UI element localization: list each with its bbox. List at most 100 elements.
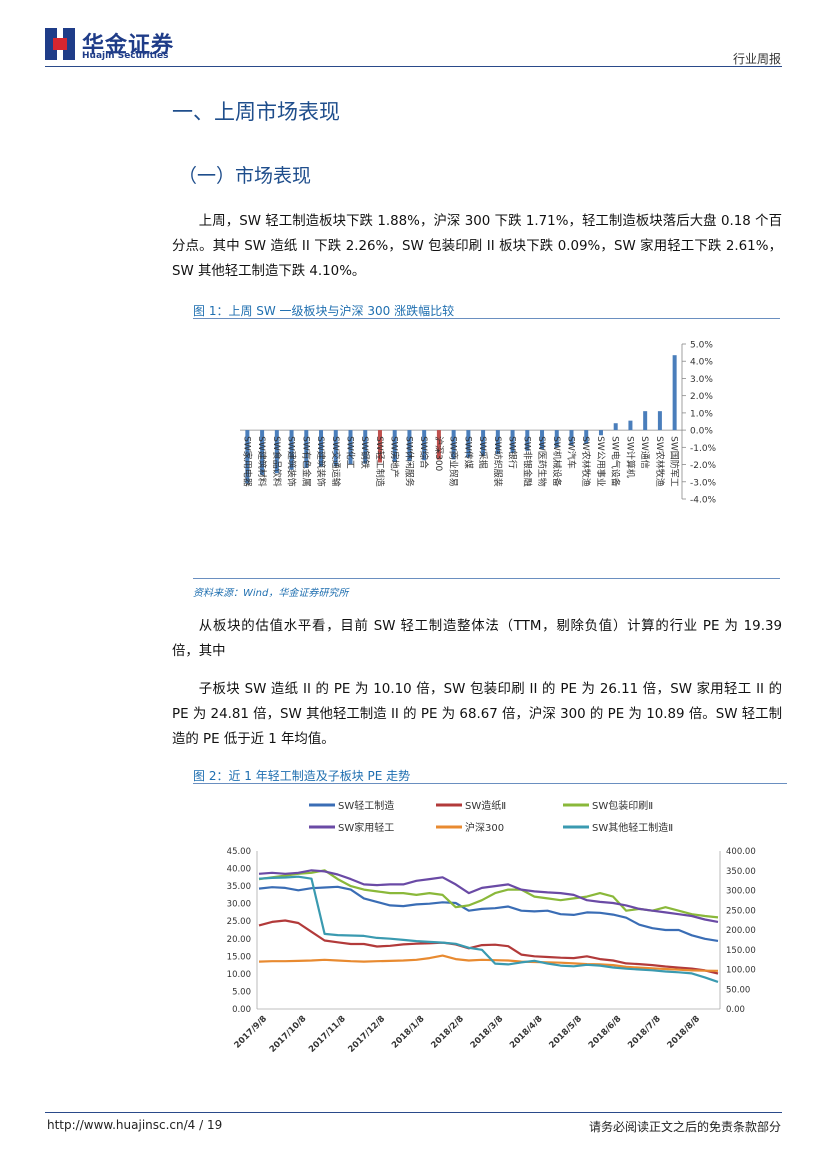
y-right-tick-label: 50.00 <box>726 985 750 995</box>
y-right-tick-label: 100.00 <box>726 966 756 976</box>
y-left-tick-label: 0.00 <box>232 1005 251 1015</box>
report-type-label: 行业周报 <box>732 52 781 66</box>
y-tick-label: 0.0% <box>690 427 713 437</box>
x-category-label: SW农林牧渔 <box>654 436 666 487</box>
y-right-tick-label: 200.00 <box>726 926 756 936</box>
series-line <box>258 885 719 942</box>
x-category-label: SW建筑材料 <box>256 436 268 487</box>
y-tick-label: -3.0% <box>690 478 717 488</box>
x-category-label: SW采掘 <box>477 436 489 469</box>
x-category-label: SW综合 <box>418 436 430 469</box>
x-category-label: SW食品饮料 <box>271 436 283 487</box>
x-category-label: SW传媒 <box>462 436 474 469</box>
sub-sector-pe-paragraph: 子板块 SW 造纸 II 的 PE 为 10.10 倍，SW 包装印刷 II 的… <box>172 682 782 747</box>
figure-2-top-rule <box>193 783 787 784</box>
x-category-label: SW计算机 <box>624 436 636 478</box>
x-tick-label: 2018/5/8 <box>547 1014 584 1051</box>
subsection-heading: （一）市场表现 <box>178 165 312 187</box>
x-tick-label: 2017/11/8 <box>307 1014 348 1055</box>
series-line <box>258 869 719 923</box>
bar <box>598 430 603 436</box>
bar <box>672 355 677 431</box>
figure-1-top-rule <box>193 318 780 319</box>
x-tick-label: 2018/6/8 <box>587 1014 624 1051</box>
y-left-tick-label: 45.00 <box>227 847 251 857</box>
x-category-label: SW有色金属 <box>300 436 312 487</box>
y-right-tick-label: 0.00 <box>726 1005 745 1015</box>
y-right-tick-label: 250.00 <box>726 906 756 916</box>
x-category-label: SW房地产 <box>389 436 401 478</box>
bar <box>377 430 382 463</box>
y-right-tick-label: 150.00 <box>726 946 756 956</box>
figure-1-bottom-rule <box>193 578 780 579</box>
x-category-label: SW休闲服务 <box>403 436 415 487</box>
bar <box>554 430 559 448</box>
bar <box>540 430 545 450</box>
x-category-label: SW建筑装饰 <box>315 436 327 487</box>
y-left-tick-label: 35.00 <box>227 882 251 892</box>
y-left-tick-label: 30.00 <box>227 900 251 910</box>
series-line <box>258 875 719 983</box>
x-category-label: SW公用事业 <box>595 436 607 487</box>
section-heading: 一、上周市场表现 <box>172 100 340 124</box>
huajin-logo-icon <box>45 28 75 60</box>
x-category-label: SW农林牧渔 <box>580 436 592 487</box>
header-divider <box>45 66 782 67</box>
x-tick-label: 2018/1/8 <box>390 1014 427 1051</box>
legend-label: SW家用轻工 <box>338 821 394 834</box>
bar <box>628 420 633 431</box>
x-category-label: SW银行 <box>507 436 519 469</box>
x-category-label: SW非银金融 <box>521 436 533 487</box>
x-tick-label: 2017/9/8 <box>233 1014 270 1051</box>
market-summary-paragraph: 上周，SW 轻工制造板块下跌 1.88%，沪深 300 下跌 1.71%，轻工制… <box>172 214 782 279</box>
footer-url-page: http://www.huajinsc.cn/4 / 19 <box>47 1118 223 1132</box>
bar <box>422 430 427 461</box>
x-category-label: SW建筑装饰 <box>286 436 298 487</box>
logo-text-en: Huajin Securities <box>82 51 169 61</box>
figure-1-source: 资料来源：Wind，华金证券研究所 <box>193 588 349 599</box>
bar <box>319 430 324 467</box>
y-right-tick-label: 300.00 <box>726 887 756 897</box>
y-left-tick-label: 20.00 <box>227 935 251 945</box>
y-tick-label: 2.0% <box>690 392 713 402</box>
x-tick-label: 2017/10/8 <box>268 1014 309 1055</box>
bar <box>525 430 530 451</box>
bar <box>481 430 486 456</box>
x-category-label: 沪深300 <box>433 436 445 471</box>
x-tick-label: 2017/12/8 <box>346 1014 387 1055</box>
y-right-tick-label: 400.00 <box>726 847 756 857</box>
footer-disclaimer: 请务必阅读正文之后的免责条款部分 <box>588 1120 781 1134</box>
bar <box>260 430 265 475</box>
legend-label: SW其他轻工制造Ⅱ <box>592 821 673 834</box>
x-category-label: SW国防军工 <box>669 436 681 487</box>
legend-label: SW轻工制造 <box>338 799 394 812</box>
x-category-label: SW家用电器 <box>241 436 253 487</box>
x-tick-label: 2018/7/8 <box>626 1014 663 1051</box>
bar <box>245 430 250 484</box>
x-tick-label: 2018/4/8 <box>508 1014 545 1051</box>
y-left-tick-label: 40.00 <box>227 865 251 875</box>
legend-label: 沪深300 <box>465 821 504 834</box>
bar <box>451 430 456 460</box>
x-category-label: SW化工 <box>345 436 357 469</box>
y-left-tick-label: 5.00 <box>232 987 251 997</box>
y-left-tick-label: 15.00 <box>227 952 251 962</box>
bar <box>466 430 471 458</box>
x-category-label: SW交通运输 <box>330 436 342 487</box>
y-tick-label: -4.0% <box>690 496 717 506</box>
bar <box>510 430 515 453</box>
logo-text-cn: 华金证券 <box>82 33 175 58</box>
valuation-paragraph: 从板块的估值水平看，目前 SW 轻工制造整体法（TTM，剔除负值）计算的行业 P… <box>172 619 782 659</box>
sector-change-bar-chart: 5.0% 4.0% 3.0% 2.0% 1.0% 0.0% -1.0% -2.0% -3.0% -… <box>240 341 717 506</box>
x-tick-label: 2018/3/8 <box>469 1014 506 1051</box>
x-category-label: SW电气设备 <box>610 436 622 487</box>
bar <box>363 430 368 464</box>
figure-1-title: 图 1：上周 SW 一级板块与沪深 300 涨跌幅比较 <box>193 304 455 318</box>
x-category-label: SW汽车 <box>566 436 578 469</box>
x-category-label: SW医药生物 <box>536 436 548 487</box>
x-tick-label: 2018/2/8 <box>429 1014 466 1051</box>
bar <box>613 423 618 431</box>
bar <box>333 430 338 467</box>
bar <box>643 411 648 431</box>
x-category-label: SW纺织服装 <box>492 436 504 487</box>
